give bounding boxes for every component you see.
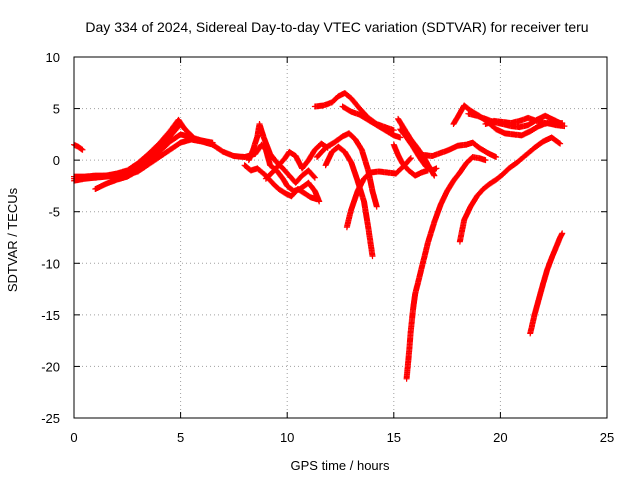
x-tick-label: 10 xyxy=(280,430,294,445)
series-arc-05 xyxy=(92,131,216,192)
series-arc-14 xyxy=(339,103,404,141)
data-point-markers xyxy=(245,121,318,186)
data-point-markers xyxy=(314,130,380,210)
series-arc-18 xyxy=(403,154,489,382)
data-point-markers xyxy=(420,139,500,160)
series-arc-09 xyxy=(262,140,331,182)
series-arc-10 xyxy=(314,130,380,210)
y-tick-label: 5 xyxy=(53,102,60,117)
data-point-markers xyxy=(322,143,376,260)
x-tick-label: 20 xyxy=(493,430,507,445)
data-point-markers xyxy=(390,141,431,179)
series-arc-23 xyxy=(482,114,566,127)
plot-frame xyxy=(73,56,608,419)
y-tick-label: 0 xyxy=(53,153,60,168)
y-tick-label: 10 xyxy=(46,50,60,65)
y-tick-label: -5 xyxy=(48,205,60,220)
y-tick-label: -20 xyxy=(41,359,60,374)
series-arc-16 xyxy=(397,126,440,174)
data-point-markers xyxy=(456,134,564,245)
series-arc-20 xyxy=(456,134,564,245)
y-tick-label: -15 xyxy=(41,308,60,323)
y-axis-label: SDTVAR / TECUs xyxy=(5,187,20,292)
x-tick-label: 25 xyxy=(600,430,614,445)
x-tick-label: 15 xyxy=(387,430,401,445)
series-arc-07 xyxy=(245,121,318,186)
x-tick-label: 0 xyxy=(70,430,77,445)
data-point-markers xyxy=(92,131,216,192)
data-point-markers xyxy=(482,114,566,127)
ticks: 0 5 10 15 20 25 -25 -20 -15 -10 -5 0 5 10 xyxy=(41,50,614,445)
series-arc-11 xyxy=(322,143,376,260)
data-point-markers xyxy=(527,230,566,337)
x-tick-label: 5 xyxy=(177,430,184,445)
x-axis-label: GPS time / hours xyxy=(291,458,390,473)
series-arc-17 xyxy=(390,141,431,179)
data-point-markers xyxy=(262,140,331,182)
chart-title: Day 334 of 2024, Sidereal Day-to-day VTE… xyxy=(85,19,588,35)
grid xyxy=(74,57,607,418)
y-tick-label: -25 xyxy=(41,411,60,426)
data-point-markers xyxy=(397,126,440,174)
data-point-markers xyxy=(403,154,489,382)
y-tick-label: -10 xyxy=(41,256,60,271)
series-arc-24 xyxy=(527,230,566,337)
series-arc-19 xyxy=(420,139,500,160)
data-point-markers xyxy=(339,103,404,141)
